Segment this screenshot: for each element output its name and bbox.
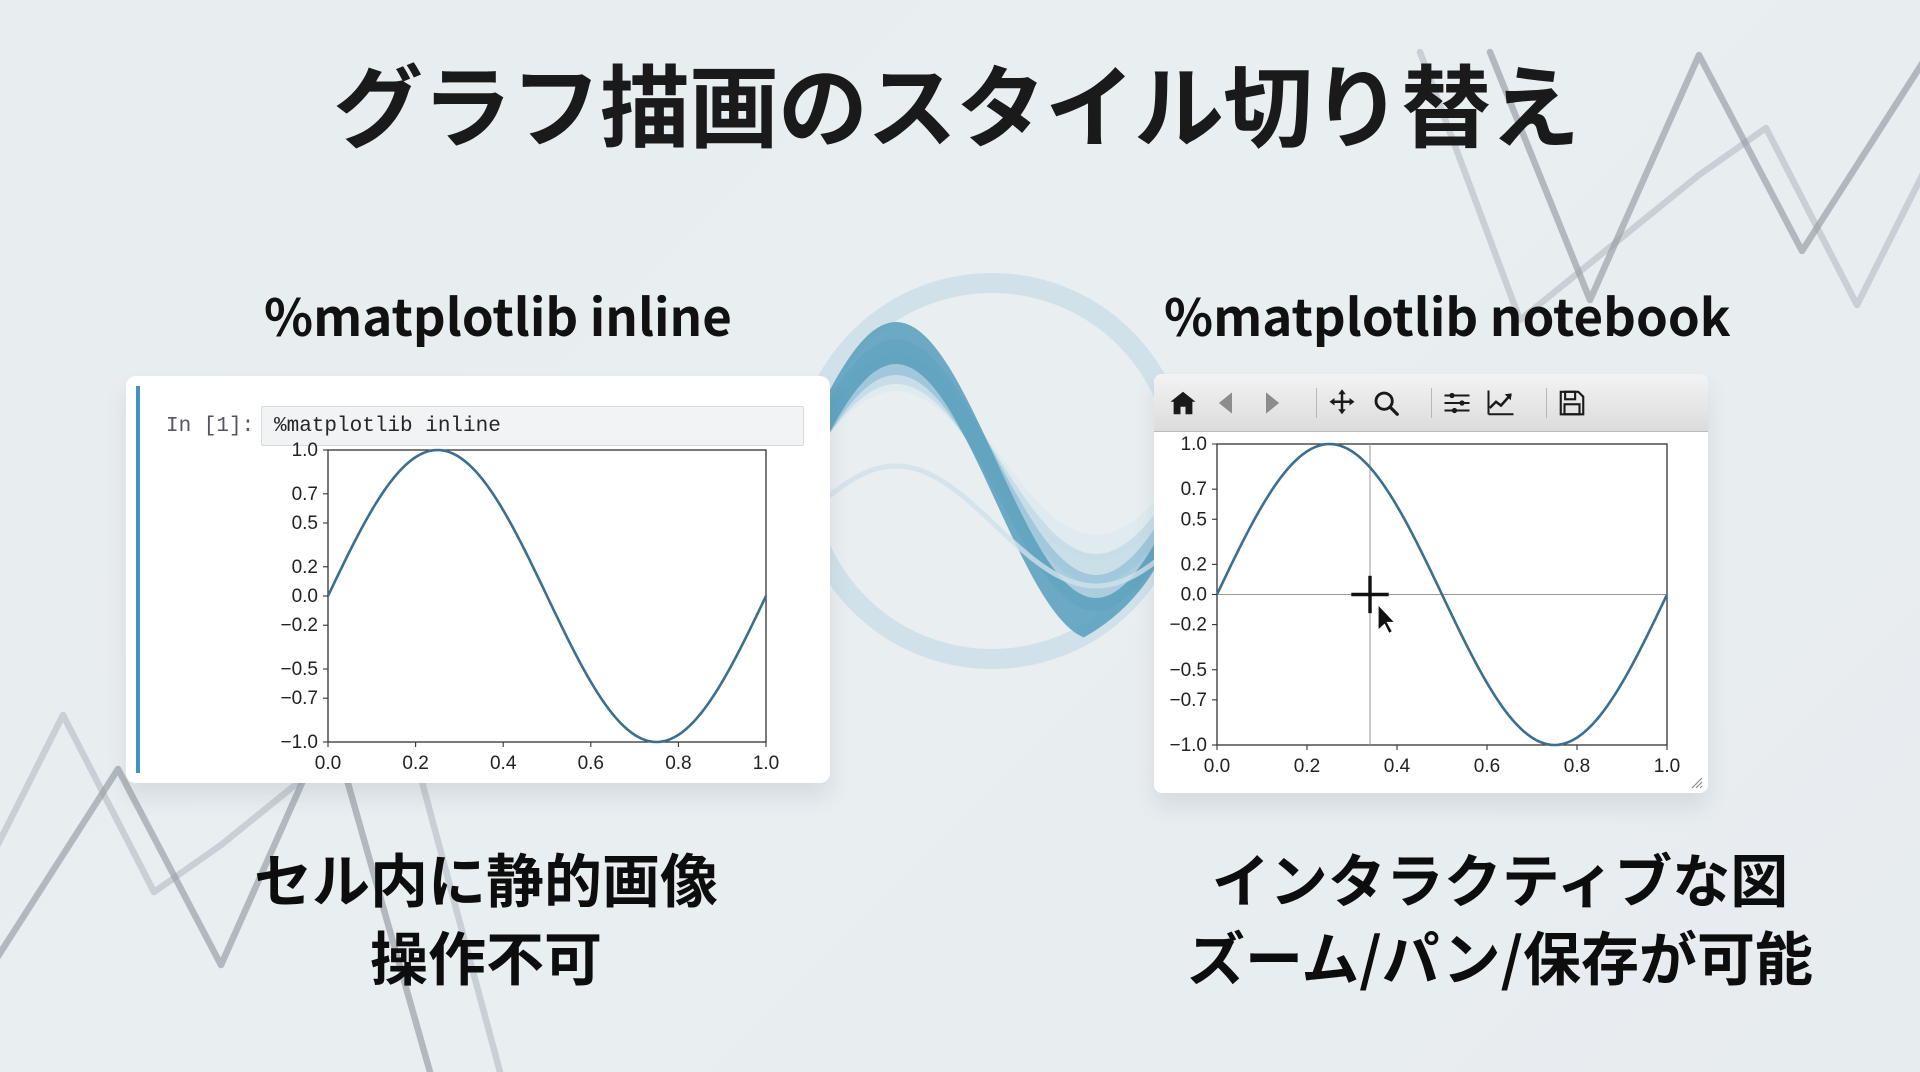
svg-text:0.4: 0.4: [490, 753, 517, 774]
svg-text:−0.5: −0.5: [280, 659, 318, 680]
svg-text:0.2: 0.2: [1294, 756, 1320, 777]
svg-text:−0.2: −0.2: [280, 615, 318, 636]
svg-text:0.7: 0.7: [1181, 479, 1207, 500]
svg-text:−0.2: −0.2: [1169, 615, 1207, 636]
svg-text:0.2: 0.2: [1181, 554, 1207, 575]
svg-text:0.0: 0.0: [315, 753, 341, 774]
svg-text:1.0: 1.0: [1181, 434, 1207, 455]
svg-text:0.4: 0.4: [1384, 756, 1411, 777]
svg-text:0.2: 0.2: [402, 753, 428, 774]
svg-text:1.0: 1.0: [753, 753, 779, 774]
svg-text:0.2: 0.2: [292, 557, 318, 578]
svg-text:−0.7: −0.7: [1169, 690, 1207, 711]
svg-text:0.7: 0.7: [292, 484, 318, 505]
svg-text:−0.5: −0.5: [1169, 660, 1207, 681]
svg-text:1.0: 1.0: [292, 440, 318, 461]
svg-text:−1.0: −1.0: [1169, 735, 1207, 756]
svg-text:0.0: 0.0: [292, 586, 318, 607]
svg-text:−0.7: −0.7: [280, 688, 318, 709]
svg-text:0.0: 0.0: [1181, 585, 1207, 606]
svg-text:1.0: 1.0: [1654, 756, 1680, 777]
svg-text:0.5: 0.5: [1181, 509, 1207, 530]
svg-text:0.6: 0.6: [578, 753, 604, 774]
svg-text:0.0: 0.0: [1204, 756, 1230, 777]
svg-text:−1.0: −1.0: [280, 732, 318, 753]
svg-text:0.6: 0.6: [1474, 756, 1500, 777]
svg-text:0.8: 0.8: [1564, 756, 1590, 777]
svg-text:0.8: 0.8: [665, 753, 691, 774]
svg-text:0.5: 0.5: [292, 513, 318, 534]
